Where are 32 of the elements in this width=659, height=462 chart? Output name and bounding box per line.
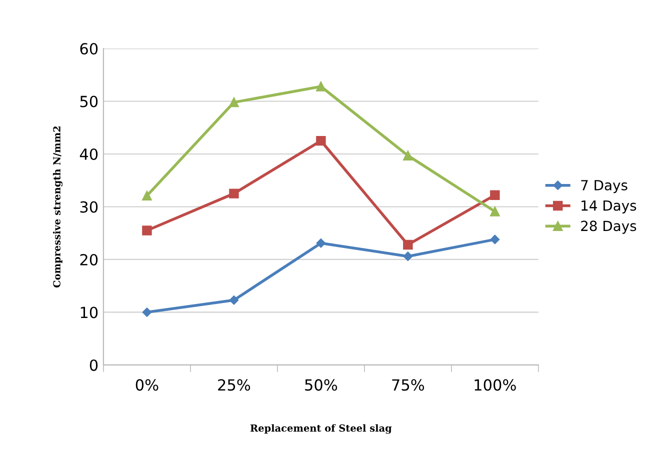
point (316, 136, 326, 146)
y-tick-label: 20 (80, 254, 98, 266)
legend-label: 28 Days (581, 220, 636, 234)
y-tick-label: 10 (80, 306, 98, 318)
point (316, 82, 326, 92)
y-tick-label: 0 (90, 359, 98, 371)
x-tick-label: 0% (136, 379, 158, 391)
y-axis-title: Compressive strength N/mm2 (52, 126, 62, 288)
point (142, 308, 152, 317)
point (229, 97, 239, 108)
legend-label: 7 Days (581, 180, 628, 194)
y-tick-label: 30 (80, 201, 98, 213)
point (316, 238, 326, 248)
point (229, 295, 239, 305)
y-tick-label: 40 (80, 148, 98, 160)
point (403, 150, 413, 160)
x-tick-label: 75% (392, 379, 424, 391)
x-tick-label: 50% (305, 379, 338, 391)
point (142, 226, 152, 236)
x-tick-label: 100% (474, 379, 516, 391)
point (490, 190, 500, 200)
point (403, 240, 413, 250)
point (490, 234, 500, 244)
y-tick-label: 60 (80, 42, 98, 55)
point (229, 188, 239, 198)
point (490, 206, 500, 216)
point (142, 190, 152, 201)
y-tick-label: 50 (80, 96, 98, 108)
legend-label: 14 Days (582, 200, 636, 214)
x-tick-label: 25% (218, 379, 250, 391)
x-axis-title: Replacement of Steel slag (250, 424, 392, 434)
point (403, 252, 413, 261)
